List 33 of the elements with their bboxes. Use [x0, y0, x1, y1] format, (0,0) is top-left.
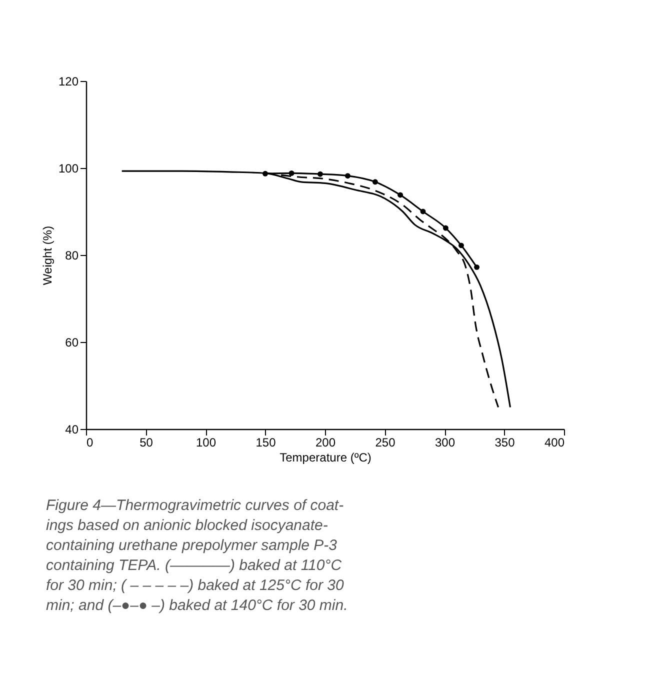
y-tick-label: 80	[65, 248, 79, 262]
point	[420, 208, 426, 214]
x-tick-label: 300	[434, 436, 456, 450]
y-axis-title: Weight (%)	[40, 226, 54, 286]
text: containing urethane prepolymer sample P-3	[46, 537, 338, 554]
x-tick-label: 200	[315, 436, 336, 450]
y-tick-label: 40	[65, 422, 79, 436]
x-tick-label: 0	[86, 436, 94, 450]
caption: Figure 4—Thermogravimetric curves of coat-	[46, 497, 344, 514]
x-axis-title: Temperature (ºC)	[280, 450, 372, 464]
x-tick-label: 400	[544, 436, 565, 450]
point	[262, 170, 268, 176]
point	[288, 170, 294, 176]
point	[317, 171, 323, 177]
y-tick-label: 60	[65, 336, 79, 350]
line-series	[121, 170, 512, 408]
point	[398, 192, 404, 198]
x-tick-label: 350	[494, 436, 516, 450]
point	[474, 264, 480, 270]
text: for 30 min; ( – – – – –) baked at 125°C for 30	[46, 577, 344, 594]
point	[372, 179, 378, 185]
point	[458, 242, 464, 248]
x-tick-label: 150	[256, 436, 276, 450]
point	[442, 225, 448, 231]
text: min; and (–●–● –) baked at 140°C for 30 min.	[46, 597, 348, 614]
x-tick-label: 50	[140, 436, 154, 450]
x-tick-label: 100	[196, 436, 216, 450]
text: ings based on anionic blocked isocyanate-	[46, 517, 328, 534]
y-tick-label: 120	[58, 74, 79, 88]
x-tick-label: 250	[375, 436, 396, 450]
point	[344, 173, 350, 179]
y-tick-label: 100	[58, 162, 79, 176]
text: containing TEPA. (————) baked at 110°C	[46, 557, 342, 574]
